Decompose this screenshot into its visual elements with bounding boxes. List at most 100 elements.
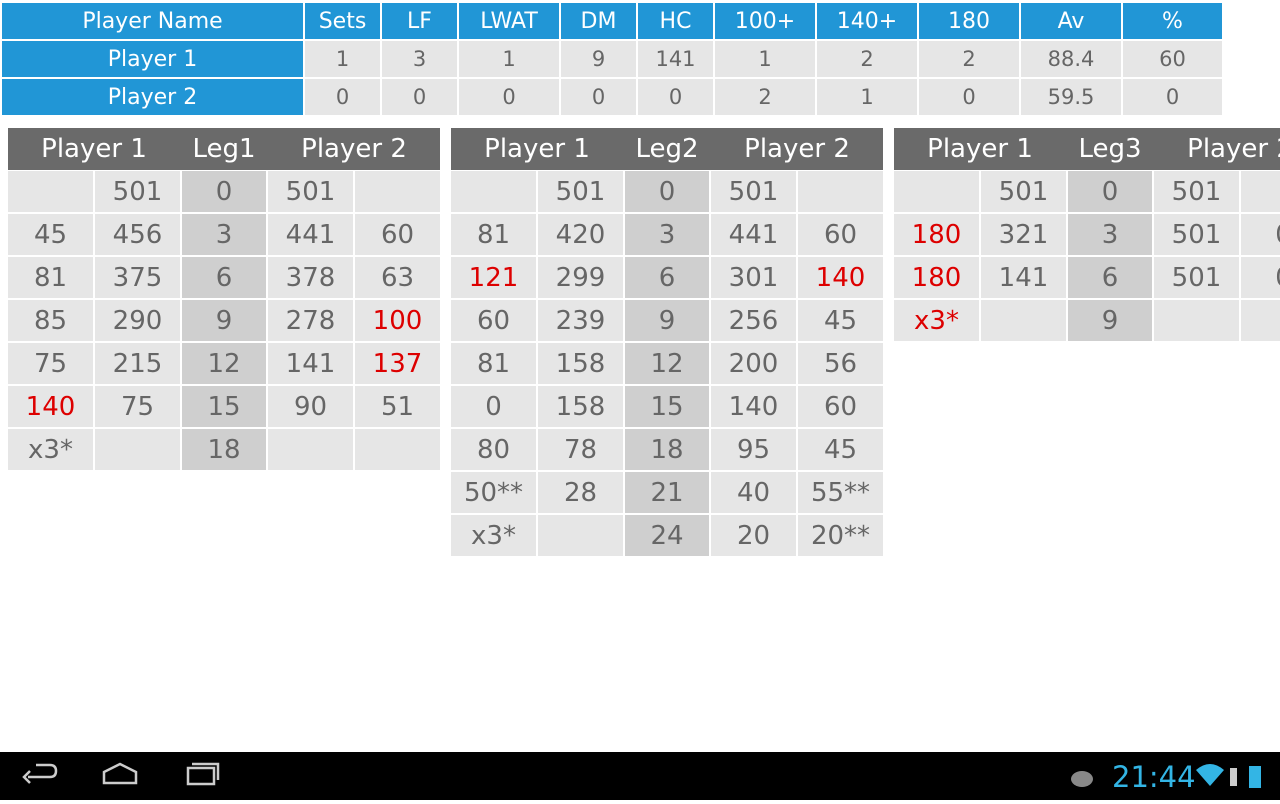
summary-cell: 1 [305,41,380,77]
score-cell: 375 [95,257,180,298]
summary-cell: 1 [817,79,917,115]
score-cell: 158 [538,343,623,384]
score-cell: 80 [451,429,536,470]
score-cell: 140 [798,257,883,298]
summary-cell: 0 [382,79,457,115]
score-cell: 501 [1154,214,1239,255]
score-cell: 50** [451,472,536,513]
leg-header-name: Leg2 [623,128,711,170]
score-cell: 3 [182,214,266,255]
score-cell: 12 [625,343,709,384]
score-cell: 278 [268,300,353,341]
score-cell [1154,300,1239,341]
score-cell: 24 [625,515,709,556]
summary-cell: 2 [817,41,917,77]
score-cell: 137 [355,343,440,384]
recents-button[interactable] [186,766,216,786]
score-cell: 60 [451,300,536,341]
score-cell: 55** [798,472,883,513]
score-cell [894,171,979,212]
score-cell: 9 [182,300,266,341]
summary-header: 180 [919,3,1019,39]
score-cell: 63 [355,257,440,298]
score-cell: 3 [1068,214,1152,255]
home-button[interactable] [102,762,138,785]
score-cell: 75 [95,386,180,427]
score-cell: 501 [981,171,1066,212]
bluetooth-icon [1230,768,1237,786]
score-cell: 45 [8,214,93,255]
score-cell [1241,171,1280,212]
score-cell: x3* [8,429,93,470]
summary-cell: 1 [715,41,815,77]
score-cell: 215 [95,343,180,384]
back-button[interactable] [28,763,58,779]
score-cell [451,171,536,212]
score-cell: 0 [451,386,536,427]
score-cell: 60 [355,214,440,255]
score-cell: 75 [8,343,93,384]
summary-cell: 0 [459,79,559,115]
leg-header-player: Player 2 [268,128,440,170]
leg-table: Player 1 Leg2 Player 2 501 0 501 81 420 3 441 60 12… [451,128,883,568]
summary-header: 100+ [715,3,815,39]
score-cell: 0 [625,171,709,212]
score-cell: 200 [711,343,796,384]
score-cell: 501 [268,171,353,212]
recents-back [192,762,220,780]
score-cell: 6 [625,257,709,298]
player-name: Player 2 [2,79,303,115]
score-cell: 378 [268,257,353,298]
score-cell: 456 [95,214,180,255]
score-cell: 81 [451,343,536,384]
score-cell: 51 [355,386,440,427]
summary-header: LWAT [459,3,559,39]
score-cell: 95 [711,429,796,470]
score-cell: 501 [538,171,623,212]
summary-cell: 2 [919,41,1019,77]
summary-cell: 2 [715,79,815,115]
android-icon [1071,771,1093,787]
summary-header: Av [1021,3,1121,39]
score-cell: 90 [268,386,353,427]
score-cell: 45 [798,300,883,341]
score-cell: 158 [538,386,623,427]
clock: 21:44 [1112,760,1196,794]
score-cell: 60 [798,386,883,427]
score-cell: 6 [1068,257,1152,298]
score-cell: 141 [981,257,1066,298]
score-cell [95,429,180,470]
score-cell: 21 [625,472,709,513]
leg-header-player: Player 1 [8,128,180,170]
wifi-icon [1196,764,1224,786]
score-cell [355,171,440,212]
score-cell: 20** [798,515,883,556]
score-cell: 290 [95,300,180,341]
summary-header: HC [638,3,713,39]
score-cell [798,171,883,212]
summary-header: Player Name [2,3,303,39]
score-cell: 141 [268,343,353,384]
score-cell: 180 [894,214,979,255]
score-cell: 20 [711,515,796,556]
summary-header: DM [561,3,636,39]
summary-cell: 9 [561,41,636,77]
score-cell: 121 [451,257,536,298]
score-cell: 301 [711,257,796,298]
leg-header-player: Player 1 [894,128,1066,170]
summary-cell: 0 [1123,79,1222,115]
score-cell: 85 [8,300,93,341]
summary-cell: 88.4 [1021,41,1121,77]
summary-header: 140+ [817,3,917,39]
summary-header: % [1123,3,1222,39]
score-cell [538,515,623,556]
back-arrow [22,770,31,784]
score-cell: 12 [182,343,266,384]
score-cell: 40 [711,472,796,513]
leg-header-player: Player 1 [451,128,623,170]
summary-cell: 141 [638,41,713,77]
summary-cell: 59.5 [1021,79,1121,115]
summary-cell: 0 [638,79,713,115]
score-cell: 321 [981,214,1066,255]
